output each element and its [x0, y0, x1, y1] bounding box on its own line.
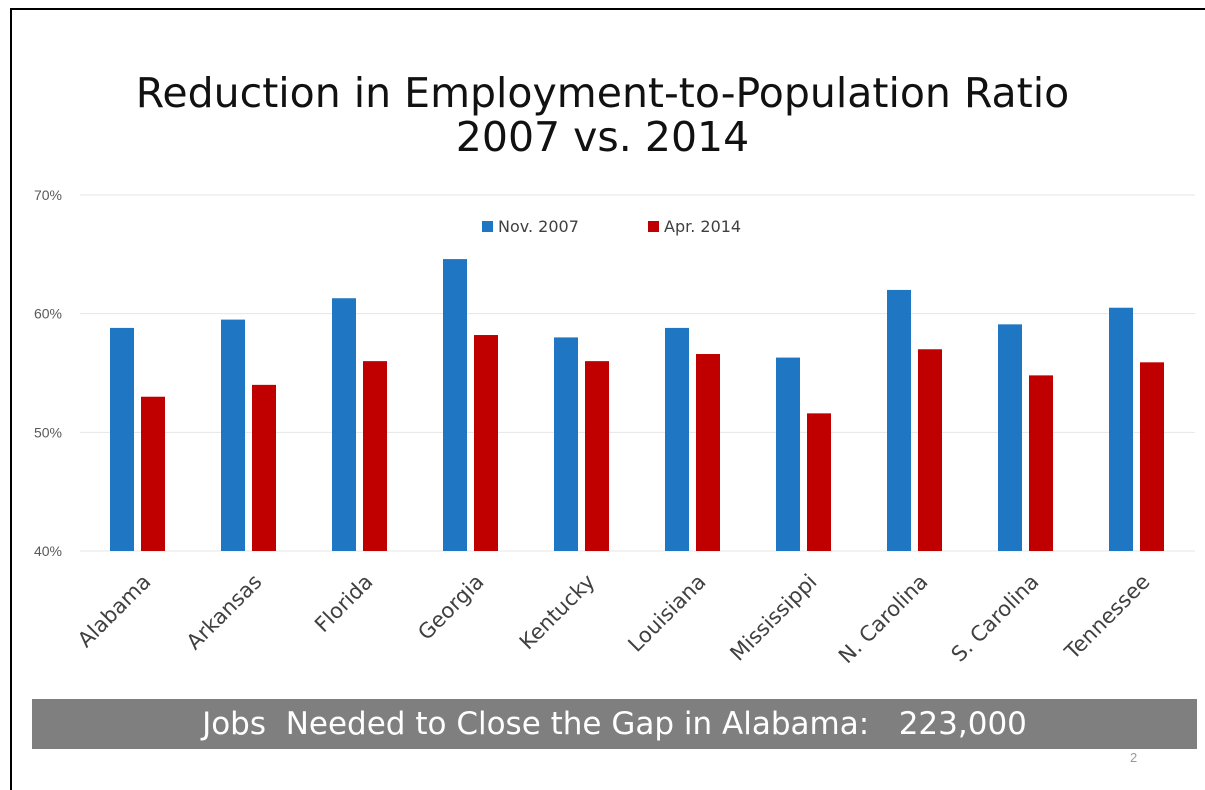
bar: [363, 361, 387, 551]
jobs-gap-banner: Jobs Needed to Close the Gap in Alabama:…: [32, 699, 1197, 749]
bar: [585, 361, 609, 551]
bar: [807, 413, 831, 551]
y-tick-label: 70%: [34, 187, 62, 203]
x-tick-label: Kentucky: [515, 570, 600, 655]
chart-title-line2: 2007 vs. 2014: [455, 113, 750, 161]
x-tick-label: Alabama: [73, 570, 155, 652]
bar: [918, 349, 942, 551]
y-tick-label: 40%: [34, 543, 62, 559]
chart-title-line1: Reduction in Employment-to-Population Ra…: [135, 69, 1070, 117]
x-tick-label: N. Carolina: [834, 570, 933, 669]
x-tick-label: Georgia: [413, 570, 488, 645]
bar: [110, 327, 134, 551]
x-tick-label: Louisiana: [623, 570, 710, 657]
bar: [252, 384, 276, 551]
legend-label: Nov. 2007: [498, 217, 579, 236]
legend-label: Apr. 2014: [664, 217, 741, 236]
page-number: 2: [1130, 750, 1138, 765]
y-tick-label: 50%: [34, 424, 62, 440]
bar: [1109, 307, 1133, 551]
bar: [998, 324, 1022, 551]
bar-chart: 40% 50% 60% 70% Nov. 2007 Apr. 2014 Alabama Ark…: [34, 187, 1195, 669]
x-tick-label: Mississippi: [725, 570, 821, 666]
bar: [221, 319, 245, 551]
bar: [332, 298, 356, 551]
y-tick-label: 60%: [34, 306, 62, 322]
bar: [1029, 375, 1053, 551]
bar: [776, 357, 800, 551]
bar: [1140, 362, 1164, 551]
bar: [665, 327, 689, 551]
legend-swatch: [648, 221, 659, 232]
bar: [141, 396, 165, 551]
bar: [474, 335, 498, 551]
x-tick-label: Arkansas: [182, 570, 267, 655]
legend-swatch: [482, 221, 493, 232]
bar: [696, 354, 720, 551]
bar: [887, 289, 911, 551]
bar: [443, 259, 467, 551]
x-tick-label: Tennessee: [1059, 570, 1154, 665]
x-tick-label: S. Carolina: [947, 570, 1044, 667]
bar: [554, 337, 578, 551]
x-tick-label: Florida: [310, 570, 377, 637]
